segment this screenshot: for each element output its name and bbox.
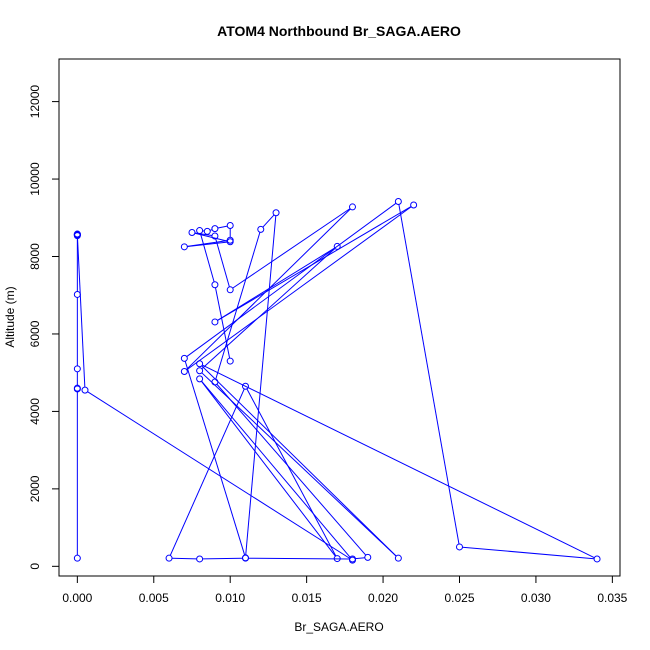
series-segment — [186, 206, 412, 371]
series-segment — [217, 225, 228, 229]
data-point — [196, 227, 204, 235]
series-segment — [215, 238, 230, 288]
series-segment — [186, 208, 351, 370]
series-segment — [262, 214, 275, 228]
x-axis: 0.000 0.005 0.010 0.015 0.020 0.025 0.030 0.035 — [62, 576, 628, 605]
data-point — [394, 198, 402, 206]
data-point — [394, 554, 402, 562]
data-point — [211, 378, 219, 386]
data-point — [188, 228, 196, 236]
series-segment — [201, 380, 351, 559]
series-segment — [216, 383, 367, 556]
series-segment — [217, 206, 412, 321]
series-segment — [194, 232, 228, 242]
y-tick-label: 10000 — [28, 162, 42, 196]
series-segment — [215, 287, 231, 359]
series-segment — [186, 202, 397, 357]
data-point — [211, 225, 219, 233]
data-point — [73, 554, 81, 562]
series-segment — [201, 365, 397, 557]
y-tick-label: 6000 — [28, 320, 42, 347]
data-point — [73, 231, 81, 239]
x-tick-label: 0.035 — [597, 591, 627, 605]
data-point — [165, 554, 173, 562]
data-point — [410, 201, 418, 209]
series-segment — [245, 215, 277, 555]
data-point — [241, 382, 249, 390]
y-axis-label: Altitude (m) — [3, 286, 17, 347]
data-point — [364, 553, 372, 561]
data-point — [226, 357, 234, 365]
y-tick-label: 12000 — [28, 85, 42, 119]
x-tick-label: 0.015 — [292, 591, 322, 605]
y-axis: 0 2000 4000 6000 8000 10000 12000 — [28, 85, 59, 570]
data-point — [73, 384, 81, 392]
data-point — [196, 367, 204, 375]
data-point — [226, 236, 234, 244]
series-segment — [217, 247, 335, 321]
data-point — [81, 386, 89, 394]
series-segment — [172, 557, 197, 560]
data-point — [196, 360, 204, 368]
series-segment — [398, 204, 460, 545]
y-tick-label: 4000 — [28, 398, 42, 425]
x-tick-label: 0.000 — [62, 591, 92, 605]
data-point — [211, 281, 219, 289]
series-segment — [462, 546, 595, 560]
series-segment — [184, 361, 246, 556]
data-point — [180, 243, 188, 251]
x-tick-label: 0.010 — [215, 591, 245, 605]
data-point — [348, 555, 356, 563]
x-tick-label: 0.025 — [444, 591, 474, 605]
y-tick-label: 8000 — [28, 243, 42, 270]
series-segment — [201, 372, 397, 557]
data-point — [180, 368, 188, 376]
y-tick-label: 0 — [28, 563, 42, 570]
data-point — [203, 227, 211, 235]
plot-frame — [58, 58, 621, 577]
x-tick-label: 0.005 — [139, 591, 169, 605]
data-point — [348, 203, 356, 211]
series-segment — [187, 240, 228, 247]
data-point — [196, 375, 204, 383]
series-segment — [202, 557, 243, 560]
data-point — [593, 555, 601, 563]
data-point — [196, 555, 204, 563]
x-axis-label: Br_SAGA.AERO — [294, 620, 383, 634]
series-segment — [202, 364, 595, 559]
series-lines — [76, 202, 595, 560]
series-segment — [232, 208, 351, 289]
data-point — [241, 554, 249, 562]
series-points — [73, 198, 601, 564]
data-point — [333, 555, 341, 563]
data-point — [73, 290, 81, 298]
data-point — [211, 318, 219, 326]
series-segment — [215, 232, 261, 380]
data-point — [272, 209, 280, 217]
series-segment — [246, 388, 337, 557]
series-segment — [201, 380, 336, 557]
data-point — [257, 225, 265, 233]
data-point — [333, 242, 341, 250]
series-segment — [248, 557, 350, 560]
series-segment — [355, 557, 365, 560]
data-point — [211, 232, 219, 240]
x-tick-label: 0.020 — [368, 591, 398, 605]
data-point — [73, 365, 81, 373]
data-point — [455, 543, 463, 551]
series-segment — [169, 388, 245, 556]
x-tick-label: 0.030 — [521, 591, 551, 605]
data-point — [180, 354, 188, 362]
series-segment — [201, 248, 336, 370]
series-segment — [199, 233, 215, 283]
series-segment — [87, 391, 351, 559]
y-tick-label: 2000 — [28, 475, 42, 502]
series-segment — [76, 237, 86, 388]
data-point — [226, 286, 234, 294]
data-point — [226, 222, 234, 230]
chart-title: ATOM4 Northbound Br_SAGA.AERO — [217, 23, 461, 39]
